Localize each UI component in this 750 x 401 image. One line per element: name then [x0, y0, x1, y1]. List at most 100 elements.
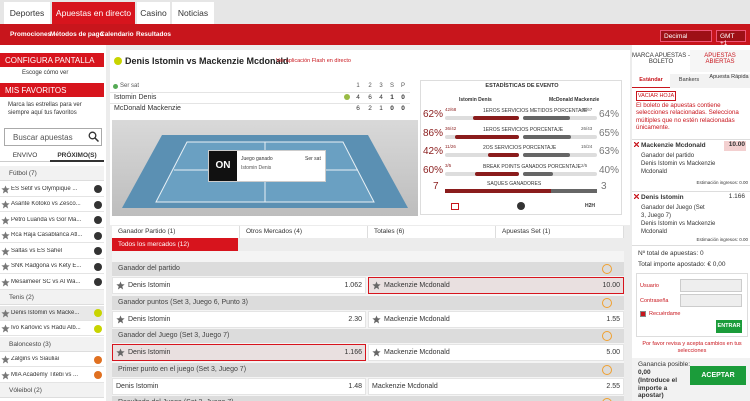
- star-icon[interactable]: [1, 324, 10, 333]
- nav-tab[interactable]: Apuestas en directo: [52, 2, 135, 24]
- star-icon[interactable]: [116, 314, 125, 324]
- sport-group[interactable]: [0, 383, 104, 398]
- star-icon[interactable]: [1, 262, 10, 271]
- star-icon[interactable]: [1, 370, 10, 380]
- star-icon[interactable]: [1, 246, 10, 256]
- login-button[interactable]: ENTRAR: [716, 320, 742, 333]
- selection[interactable]: [368, 344, 624, 361]
- user-input[interactable]: [680, 279, 742, 292]
- divider: [632, 245, 750, 246]
- market-header[interactable]: [112, 329, 624, 343]
- sport-group[interactable]: [0, 166, 104, 181]
- sport-group[interactable]: [0, 336, 104, 352]
- market-header[interactable]: [112, 396, 624, 401]
- star-icon[interactable]: [372, 348, 381, 357]
- accept-button[interactable]: ACEPTAR: [690, 366, 746, 385]
- h2h-link[interactable]: H2H: [585, 203, 596, 209]
- total-stake: Total importe apostado: € 0,00: [638, 261, 726, 268]
- nav-tab[interactable]: Deportes: [4, 2, 50, 24]
- sidebar-tab[interactable]: ENVIVO: [0, 150, 50, 162]
- flash-link[interactable]: Ver aplicación Flash en directo: [276, 58, 351, 64]
- all-markets-tab[interactable]: Todos los mercados (12): [112, 238, 238, 251]
- market-title: Ganador del Juego (Set 3, Juego 7): [118, 332, 230, 339]
- event-row[interactable]: [0, 305, 104, 321]
- event-row[interactable]: [0, 182, 104, 197]
- event-row[interactable]: [0, 244, 104, 259]
- aces-away-bar: [551, 189, 597, 193]
- nav-link[interactable]: Métodos de pago: [50, 31, 104, 38]
- clear-button[interactable]: VACIAR HOJA: [636, 91, 676, 101]
- star-icon[interactable]: [116, 281, 125, 290]
- star-icon[interactable]: [372, 314, 381, 324]
- event-row[interactable]: [0, 368, 104, 383]
- search-box[interactable]: Buscar apuestas: [4, 128, 102, 146]
- score-cell: 4: [356, 94, 360, 101]
- star-icon[interactable]: [1, 308, 10, 318]
- event-row[interactable]: [0, 197, 104, 212]
- selection[interactable]: [368, 310, 624, 328]
- event-row[interactable]: [0, 259, 104, 274]
- event-row[interactable]: [0, 275, 104, 290]
- betslip-subtab[interactable]: Estándar: [632, 74, 670, 88]
- odds-format-select[interactable]: Decimal: [660, 30, 712, 42]
- star-icon[interactable]: [1, 215, 10, 225]
- remove-bet[interactable]: [633, 141, 640, 148]
- event-row[interactable]: [0, 213, 104, 228]
- star-icon[interactable]: [116, 348, 125, 357]
- market-header[interactable]: [112, 262, 624, 276]
- betslip-tab[interactable]: MARCA APUESTAS - BOLETO: [632, 53, 690, 65]
- selection[interactable]: [112, 310, 366, 328]
- nav-tab[interactable]: Casino: [137, 2, 170, 24]
- event-row[interactable]: [0, 352, 104, 367]
- event-row[interactable]: [0, 228, 104, 243]
- remove-bet[interactable]: [633, 193, 640, 200]
- selection[interactable]: [112, 377, 366, 395]
- market-tab[interactable]: Apuestas Set (1): [496, 226, 624, 238]
- star-icon[interactable]: [1, 231, 10, 240]
- away-bar: [523, 171, 553, 176]
- market-header[interactable]: [112, 295, 624, 310]
- search-icon[interactable]: [88, 131, 100, 143]
- event-name: SNK Radgona vs Kety E...: [11, 263, 82, 269]
- home-bar: [473, 116, 519, 120]
- selection[interactable]: [112, 344, 366, 361]
- nav-tab[interactable]: Noticias: [172, 2, 214, 24]
- event-panel: Denis Istomin vs Mackenzie Mcdonald Ver a…: [110, 50, 630, 225]
- away-pct: 63%: [599, 146, 620, 157]
- star-icon[interactable]: [372, 281, 381, 290]
- selection[interactable]: [368, 277, 624, 294]
- betslip-subtab[interactable]: Apuesta Rápida: [708, 74, 750, 88]
- market-header[interactable]: [112, 362, 624, 377]
- sport-icon: [94, 278, 102, 286]
- sport-icon: [94, 371, 102, 379]
- nav-link[interactable]: Promociones: [10, 31, 52, 38]
- remember-checkbox[interactable]: [640, 311, 646, 317]
- timezone-select[interactable]: GMT +1: [716, 30, 746, 47]
- stats-icon[interactable]: [451, 203, 459, 210]
- market-tab[interactable]: Ganador Partido (1): [112, 226, 240, 238]
- nav-link[interactable]: Resultados: [136, 31, 172, 38]
- stats-icon[interactable]: [517, 202, 525, 210]
- market-tab[interactable]: Totales (6): [368, 226, 496, 238]
- market-tab[interactable]: Otros Mercados (4): [240, 226, 368, 238]
- bet-odds: 10.00: [724, 141, 746, 151]
- star-icon[interactable]: [1, 355, 10, 364]
- score-cell: 0: [401, 104, 405, 112]
- star-icon[interactable]: [1, 184, 10, 194]
- event-row[interactable]: [0, 321, 104, 336]
- away-bar: [523, 116, 571, 120]
- password-input[interactable]: [680, 294, 742, 307]
- selection[interactable]: [112, 277, 366, 294]
- away-pct: 65%: [599, 127, 620, 139]
- sport-group[interactable]: [0, 290, 104, 305]
- betslip-subtab[interactable]: Bankers: [670, 74, 708, 88]
- betslip-tab[interactable]: APUESTAS ABIERTAS: [690, 50, 750, 72]
- star-icon[interactable]: [1, 200, 10, 209]
- score-row: [110, 102, 410, 113]
- sport-group-name: Tenis (2): [9, 294, 34, 301]
- market-icon: [602, 364, 612, 375]
- selection[interactable]: [368, 377, 624, 395]
- nav-link[interactable]: Calendario: [100, 31, 134, 38]
- sidebar-tab[interactable]: PRÓXIMO(S): [50, 150, 104, 162]
- star-icon[interactable]: [1, 277, 10, 287]
